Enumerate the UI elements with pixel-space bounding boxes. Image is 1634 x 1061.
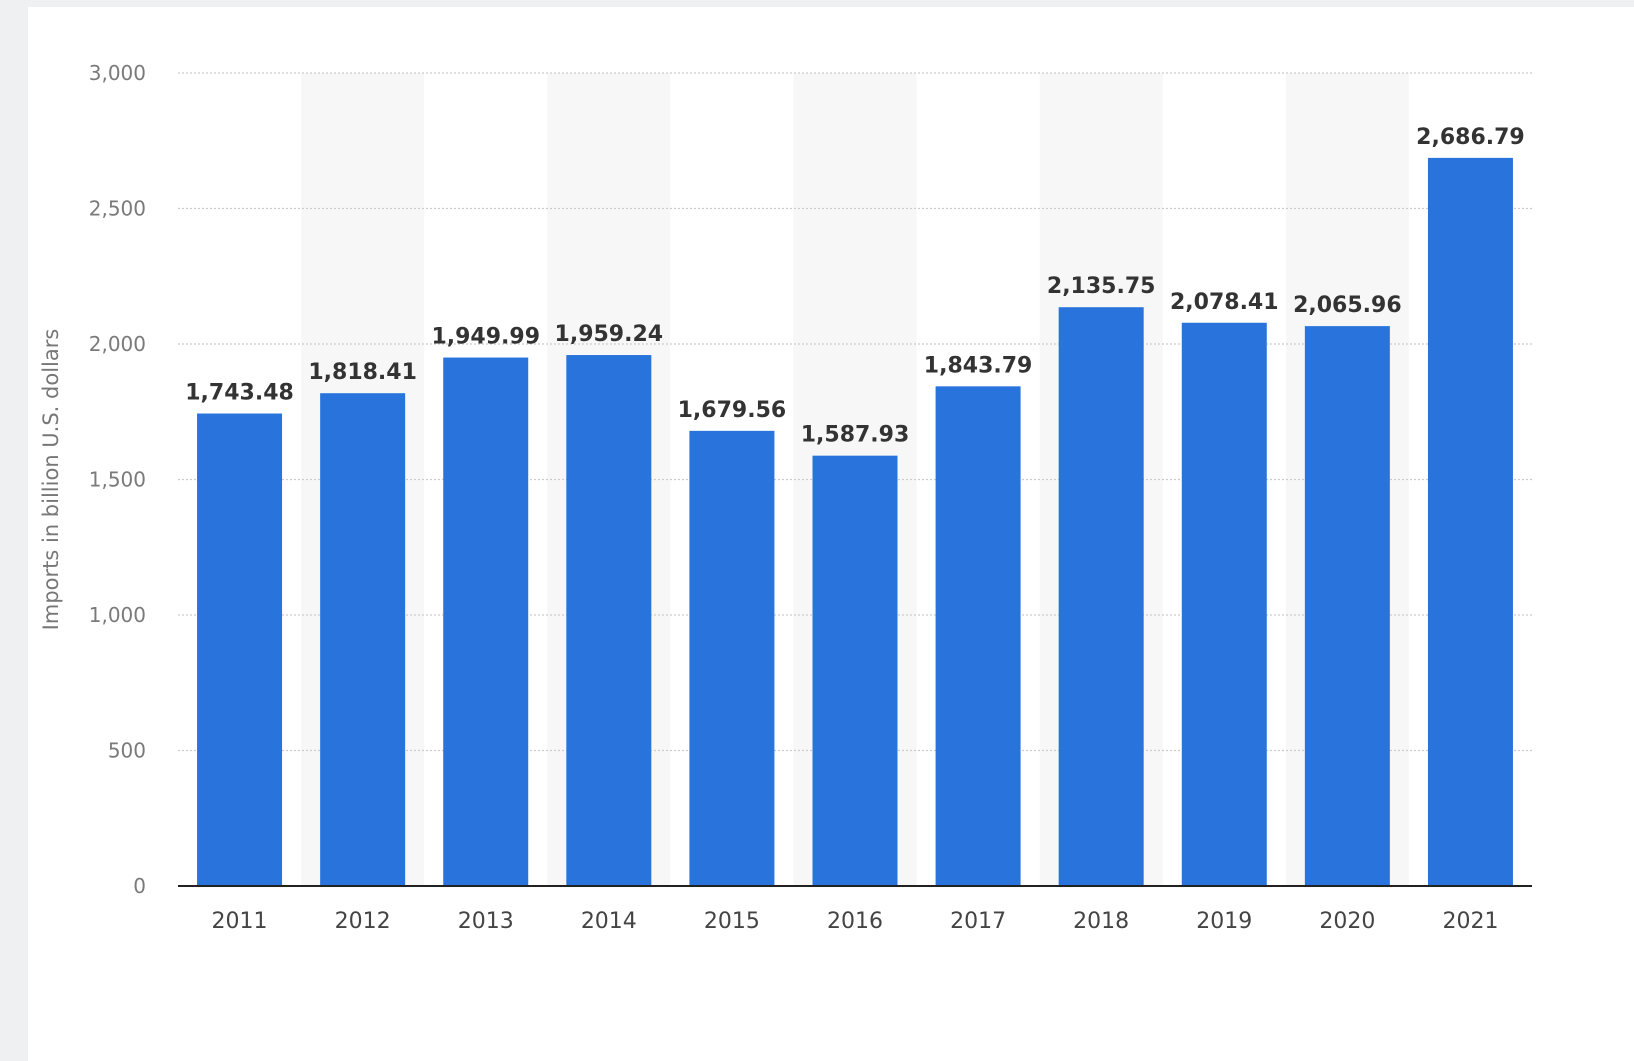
x-tick-label-2018: 2018 (1073, 909, 1129, 934)
y-axis-ticks: 0 500 1,000 1,500 2,000 2,500 3,000 (89, 61, 146, 898)
y-tick-label: 1,500 (89, 468, 146, 492)
x-tick-label-2014: 2014 (581, 909, 637, 934)
data-label-2021: 2,686.79 (1416, 125, 1525, 150)
bar-2018[interactable] (1058, 307, 1144, 886)
x-tick-label-2011: 2011 (212, 909, 268, 934)
chart-card: 0 500 1,000 1,500 2,000 2,500 3,000 1,743.48 1,… (28, 7, 1634, 1061)
data-label-2014: 1,959.24 (555, 322, 664, 347)
y-axis-label: Imports in billion U.S. dollars (39, 329, 63, 631)
bar-2021[interactable] (1427, 157, 1513, 887)
y-tick-label: 500 (108, 739, 146, 763)
x-tick-label-2020: 2020 (1319, 909, 1375, 934)
bar-2011[interactable] (197, 413, 283, 886)
data-label-2013: 1,949.99 (431, 325, 540, 350)
data-label-2017: 1,843.79 (924, 353, 1033, 378)
y-tick-label: 2,500 (89, 197, 146, 221)
y-tick-label: 1,000 (89, 603, 146, 627)
data-label-2015: 1,679.56 (678, 398, 787, 423)
y-tick-label: 3,000 (89, 61, 146, 85)
data-label-2020: 2,065.96 (1293, 293, 1402, 318)
x-tick-label-2021: 2021 (1442, 909, 1498, 934)
x-tick-label-2012: 2012 (335, 909, 391, 934)
data-label-2011: 1,743.48 (185, 381, 294, 406)
x-tick-label-2016: 2016 (827, 909, 883, 934)
bar-2014[interactable] (566, 355, 652, 886)
x-tick-label-2017: 2017 (950, 909, 1006, 934)
bar-2013[interactable] (443, 357, 529, 886)
data-label-2019: 2,078.41 (1170, 290, 1279, 315)
x-tick-label-2013: 2013 (458, 909, 514, 934)
bar-2020[interactable] (1304, 326, 1390, 886)
data-label-2018: 2,135.75 (1047, 274, 1156, 299)
x-tick-label-2015: 2015 (704, 909, 760, 934)
y-tick-label: 2,000 (89, 332, 146, 356)
bar-2016[interactable] (812, 455, 898, 886)
y-tick-label: 0 (133, 874, 146, 898)
bar-2012[interactable] (320, 393, 406, 886)
x-tick-label-2019: 2019 (1196, 909, 1252, 934)
data-labels: 1,743.48 1,818.41 1,949.99 1,959.24 1,679.56… (185, 125, 1524, 448)
x-axis-ticks: 2011 2012 2013 2014 2015 2016 2017 2018 2019 2020… (212, 909, 1499, 934)
data-label-2012: 1,818.41 (308, 360, 417, 385)
bars (197, 157, 1513, 887)
data-label-2016: 1,587.93 (801, 423, 910, 448)
bar-2015[interactable] (689, 430, 775, 886)
bar-2019[interactable] (1181, 322, 1267, 887)
bar-2017[interactable] (935, 386, 1021, 886)
